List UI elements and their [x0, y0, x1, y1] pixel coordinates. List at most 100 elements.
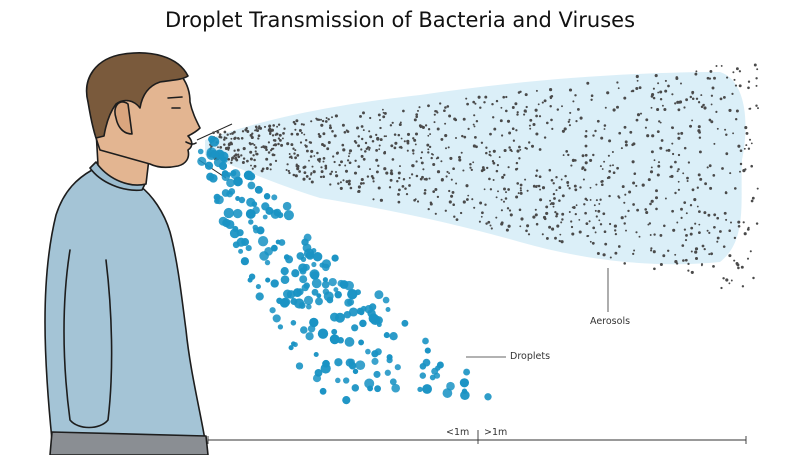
- aerosol-particle: [412, 137, 415, 140]
- aerosol-particle: [555, 189, 558, 192]
- aerosol-particle: [434, 109, 437, 113]
- aerosol-particle: [406, 132, 411, 136]
- aerosol-particle: [324, 120, 328, 123]
- aerosol-particle: [690, 226, 694, 230]
- aerosol-particle: [428, 177, 431, 180]
- droplet-particle: [328, 277, 337, 287]
- aerosol-particle: [568, 118, 571, 121]
- droplet-particle: [280, 275, 290, 285]
- droplet-particle: [261, 202, 270, 211]
- aerosol-particle: [565, 150, 569, 153]
- aerosol-particle: [382, 111, 385, 114]
- aerosol-particle: [429, 201, 433, 204]
- aerosol-particle: [706, 229, 709, 232]
- aerosol-particle: [614, 229, 617, 232]
- aerosol-particle: [467, 127, 470, 131]
- droplet-particle: [343, 377, 350, 384]
- aerosol-particle: [255, 129, 258, 132]
- aerosol-particle: [508, 209, 512, 212]
- aerosol-particle: [299, 141, 303, 144]
- aerosol-particle: [483, 188, 486, 191]
- aerosol-particle: [265, 157, 269, 161]
- aerosol-particle: [742, 221, 745, 224]
- droplets-label: Droplets: [510, 351, 551, 362]
- aerosol-particle: [722, 95, 726, 99]
- aerosol-particle: [419, 177, 423, 181]
- aerosol-particle: [394, 141, 398, 145]
- aerosol-particle: [696, 205, 699, 208]
- aerosol-particle: [647, 178, 651, 182]
- aerosol-particle: [535, 222, 539, 226]
- aerosol-particle: [701, 244, 705, 248]
- aerosol-particle: [735, 67, 739, 71]
- aerosol-particle: [723, 211, 727, 215]
- aerosol-particle: [549, 199, 552, 202]
- aerosol-particle: [528, 141, 531, 144]
- aerosol-particle: [589, 198, 592, 201]
- aerosol-particle: [716, 127, 719, 130]
- aerosol-particle: [585, 130, 588, 133]
- aerosol-particle: [433, 113, 436, 116]
- aerosol-particle: [451, 190, 455, 194]
- aerosol-particle: [728, 108, 732, 112]
- aerosol-particle: [323, 144, 326, 148]
- aerosol-particle: [743, 147, 746, 150]
- aerosol-particle: [747, 86, 750, 90]
- aerosol-particle: [500, 221, 504, 225]
- aerosol-particle: [432, 190, 436, 193]
- aerosol-particle: [242, 157, 246, 160]
- droplet-particle: [459, 378, 470, 388]
- aerosol-particle: [559, 233, 562, 236]
- aerosol-particle: [680, 131, 684, 135]
- droplet-particle: [226, 178, 235, 188]
- aerosol-particle: [667, 148, 671, 152]
- aerosol-particle: [404, 187, 407, 190]
- aerosol-particle: [259, 126, 263, 130]
- aerosol-particle: [711, 86, 715, 90]
- aerosol-particle: [420, 151, 424, 154]
- aerosol-particle: [667, 249, 670, 252]
- aerosol-particle: [458, 158, 462, 162]
- aerosol-particle: [333, 134, 337, 138]
- aerosol-particle: [305, 149, 309, 153]
- distance-scale: [207, 430, 747, 444]
- aerosol-particle: [369, 168, 371, 171]
- droplet-particle: [228, 188, 236, 195]
- droplet-particle: [197, 156, 207, 166]
- aerosol-particle: [689, 232, 693, 236]
- droplet-particle: [389, 378, 397, 386]
- aerosol-particle: [230, 159, 233, 162]
- droplet-particle: [265, 277, 271, 283]
- aerosol-particle: [725, 278, 729, 282]
- aerosol-particle: [728, 254, 732, 258]
- aerosol-particle: [364, 150, 367, 153]
- aerosol-particle: [230, 161, 233, 165]
- aerosol-particle: [560, 178, 563, 181]
- aerosol-particle: [654, 74, 658, 78]
- aerosol-particle: [287, 169, 290, 173]
- aerosol-particle: [240, 154, 243, 157]
- aerosol-particle: [486, 166, 489, 170]
- aerosol-particle: [734, 117, 738, 121]
- aerosol-particle: [452, 203, 455, 206]
- aerosol-particle: [470, 168, 473, 172]
- aerosol-particle: [707, 213, 711, 217]
- aerosol-particle: [490, 227, 493, 230]
- aerosol-particle: [383, 111, 387, 115]
- aerosol-particle: [632, 181, 636, 185]
- aerosol-particle: [633, 249, 636, 252]
- aerosol-particle: [501, 175, 505, 179]
- aerosol-particle: [750, 199, 754, 203]
- aerosol-particle: [432, 153, 434, 156]
- aerosol-particle: [382, 115, 386, 119]
- aerosol-particle: [325, 117, 328, 119]
- aerosol-particle: [738, 84, 742, 88]
- aerosol-particle: [389, 178, 393, 182]
- aerosol-particle: [651, 134, 655, 138]
- aerosol-particle: [383, 167, 387, 171]
- aerosol-particle: [623, 125, 627, 129]
- aerosol-particle: [551, 202, 555, 206]
- aerosol-particle: [656, 107, 660, 112]
- aerosol-particle: [311, 165, 314, 168]
- droplet-particle: [214, 195, 224, 205]
